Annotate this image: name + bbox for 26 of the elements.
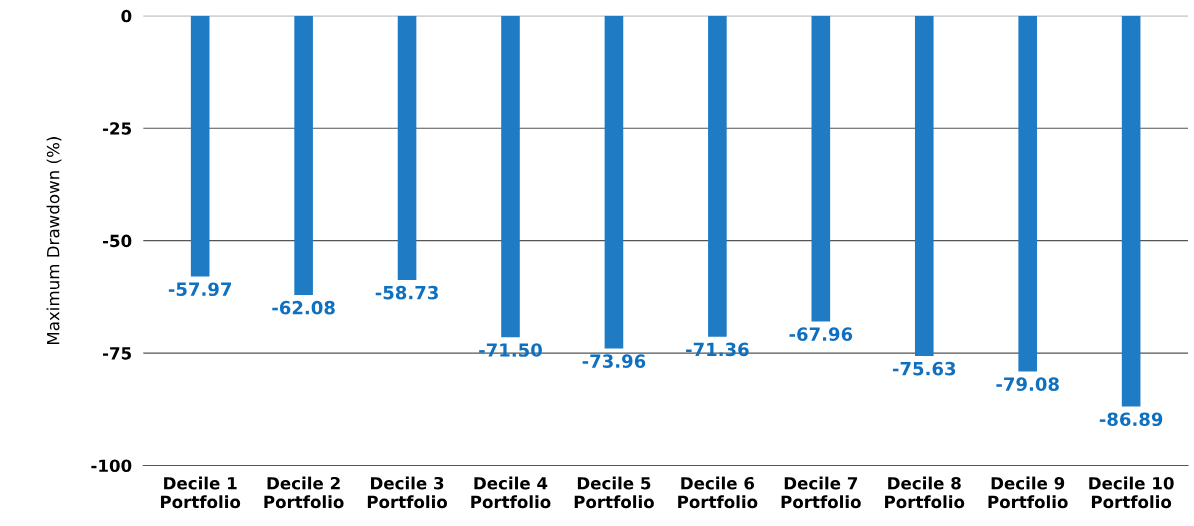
y-tick-label: -50 [102,234,132,248]
y-tick-label: -100 [91,459,132,473]
x-tick-label: Decile 8 Portfolio [885,476,965,509]
data-label: -67.96 [789,327,853,341]
x-tick-label: Decile 9 Portfolio [988,476,1068,509]
x-tick-label: Decile 10 Portfolio [1089,476,1174,509]
y-tick-label: -75 [102,347,132,360]
y-tick-label: 0 [121,9,132,23]
data-label: -62.08 [272,300,335,315]
y-axis-title: Maximum Drawdown (%) [46,137,62,345]
y-tick-label: -25 [102,122,132,135]
x-tick-label: Decile 2 Portfolio [264,476,344,509]
x-tick-label: Decile 7 Portfolio [781,476,861,509]
x-tick-label: Decile 1 Portfolio [160,476,241,509]
data-label: -75.63 [892,361,956,376]
data-label: -86.89 [1099,412,1163,427]
data-label: -57.97 [168,282,232,297]
data-label: -71.36 [686,342,749,357]
x-tick-label: Decile 3 Portfolio [367,476,448,509]
x-tick-label: Decile 4 Portfolio [471,476,551,509]
data-label: -71.50 [479,343,542,357]
x-tick-label: Decile 6 Portfolio [678,476,758,509]
data-label: -79.08 [996,377,1059,391]
data-label: -58.73 [375,285,438,300]
x-tick-label: Decile 5 Portfolio [574,476,654,509]
data-label: -73.96 [582,354,646,368]
